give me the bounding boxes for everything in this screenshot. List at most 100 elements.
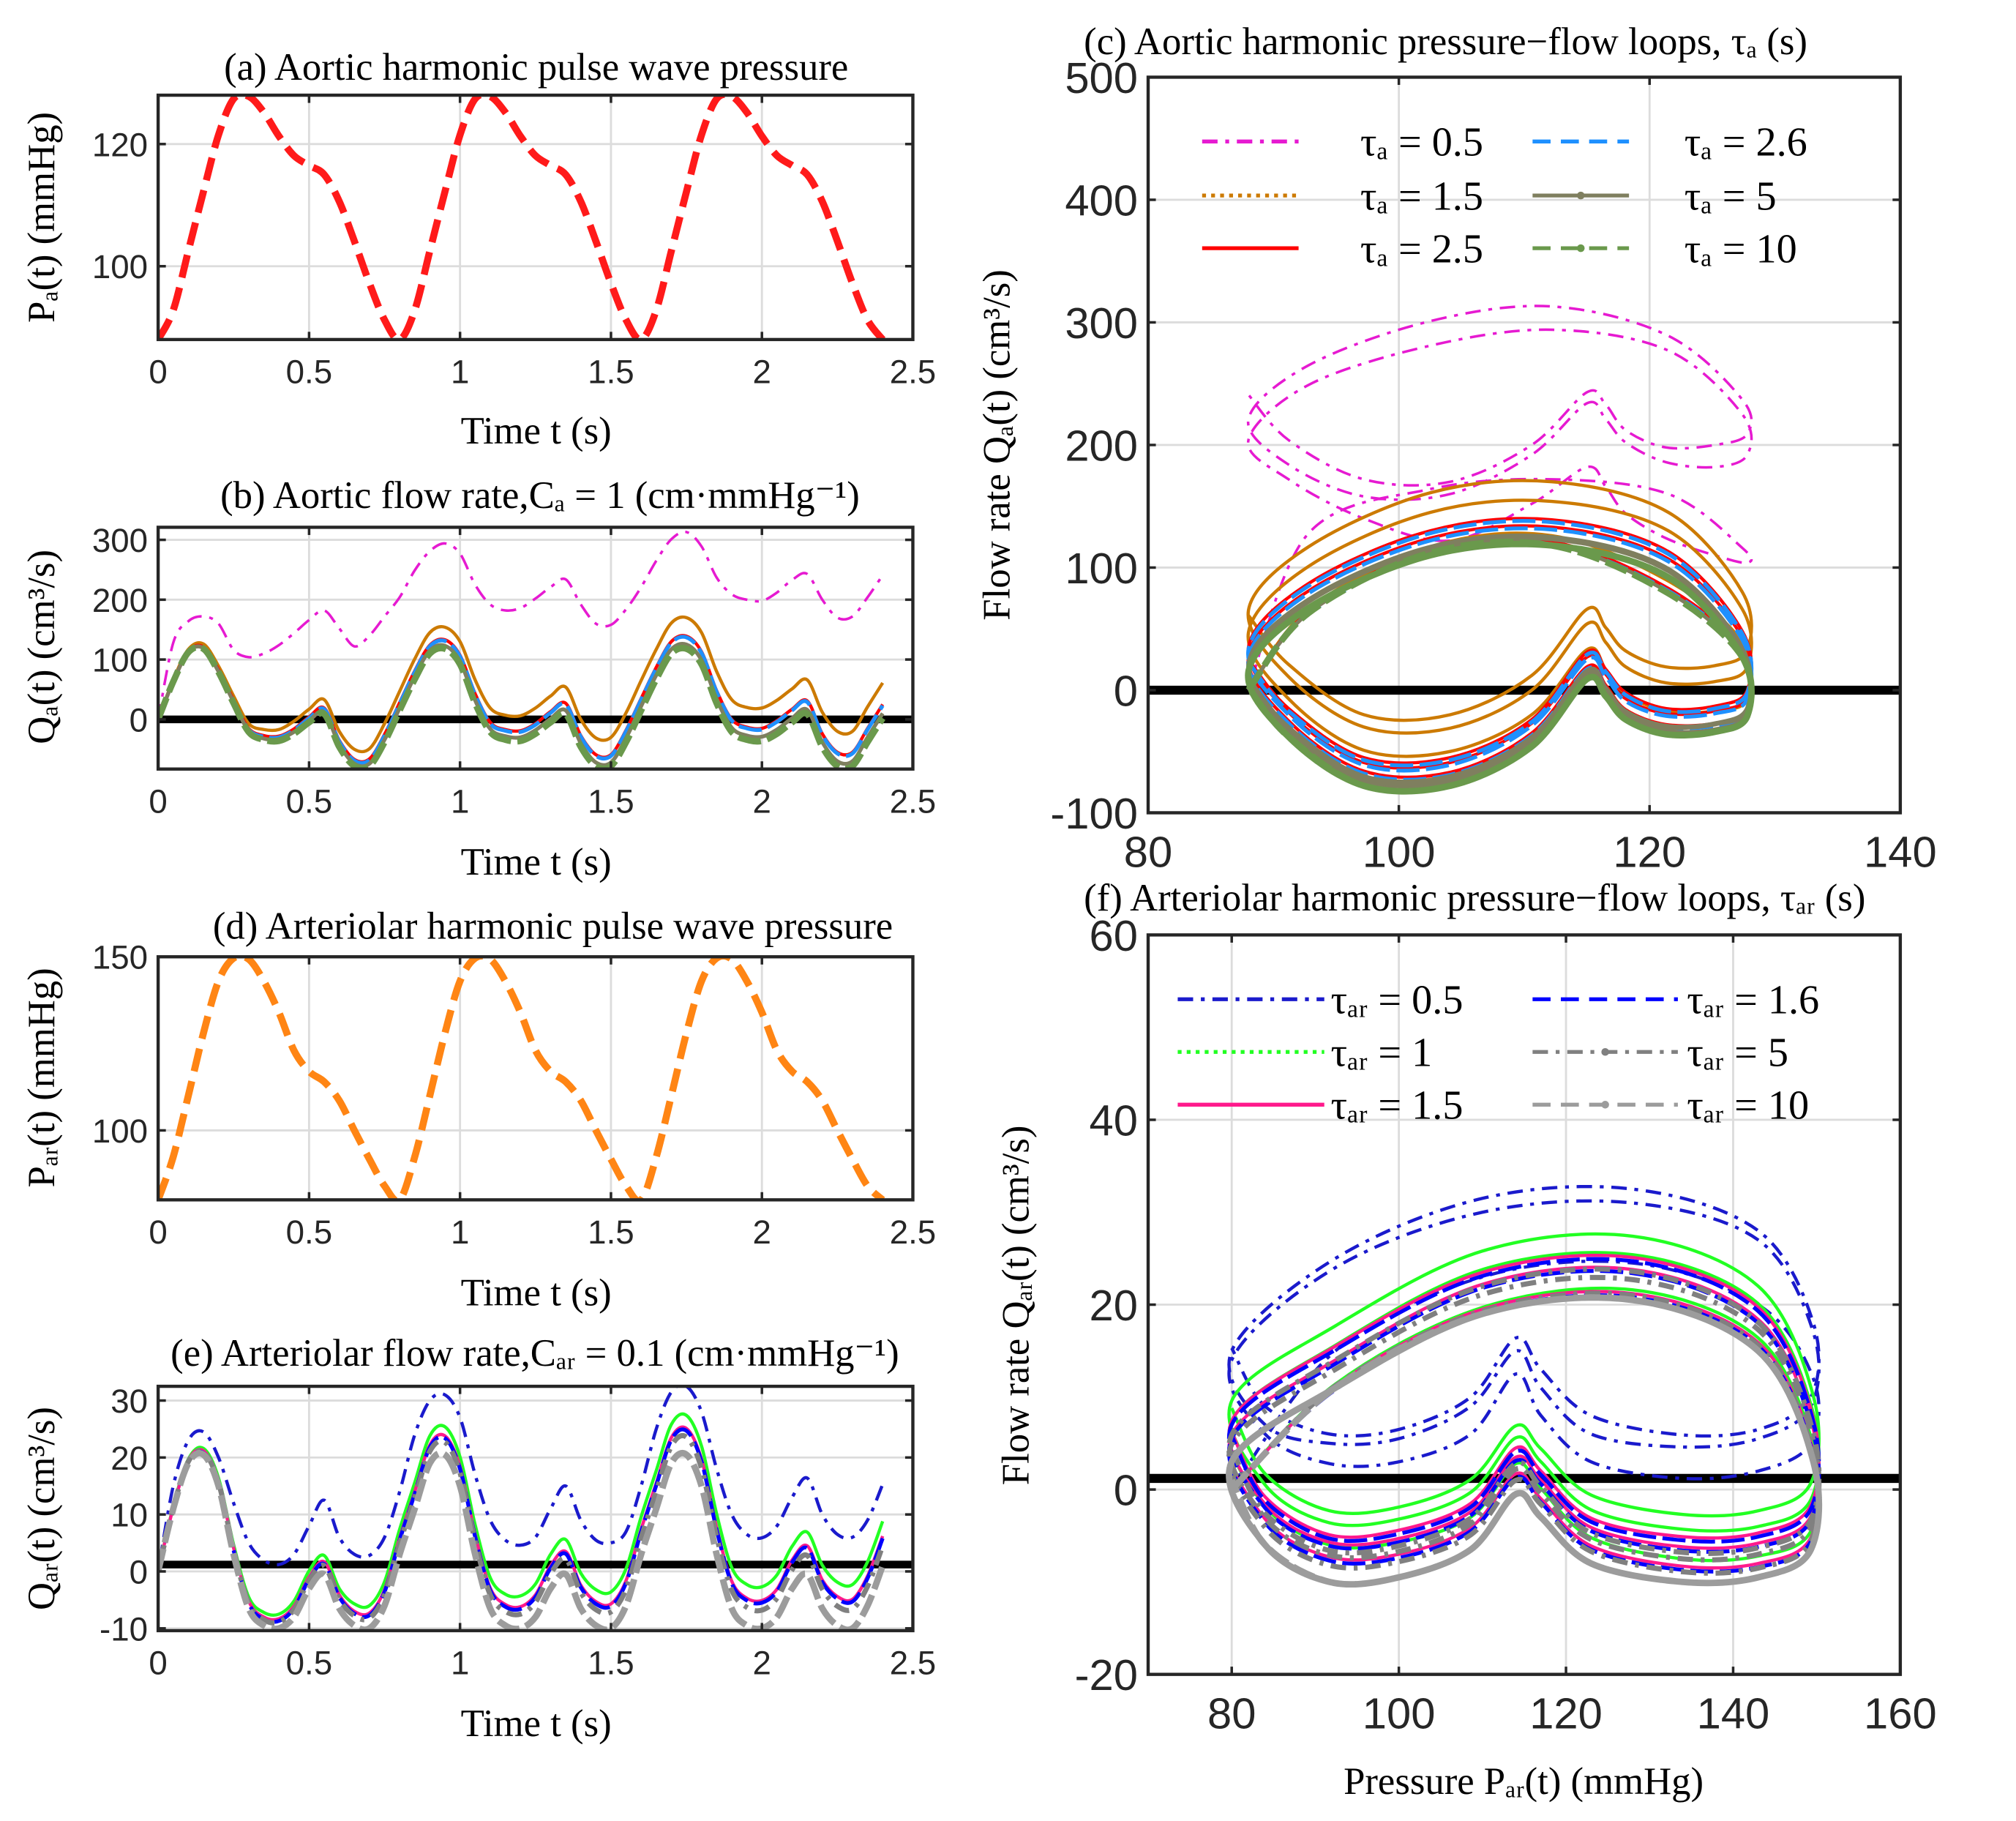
- series-group: [158, 957, 885, 1200]
- x-tick-label: 2: [753, 1214, 771, 1251]
- x-tick-label: 80: [1207, 1689, 1256, 1738]
- x-tick-label: 0.5: [286, 354, 332, 391]
- legend-item: τₐ = 1.5: [1202, 173, 1483, 219]
- series-line-e-4: [158, 1432, 885, 1626]
- x-tick-label: 0: [149, 782, 167, 820]
- loop-f-0: [1227, 1184, 1821, 1491]
- x-axis-label: Time t (s): [461, 1271, 612, 1314]
- chart-title: (c) Aortic harmonic pressure−flow loops,…: [1084, 20, 1807, 63]
- axes-frame: [156, 526, 915, 771]
- x-tick-label: 2: [753, 1645, 771, 1682]
- x-tick-label: 0.5: [286, 1645, 332, 1682]
- y-tick-label: 100: [92, 248, 148, 285]
- y-tick-label: 0: [1114, 1466, 1138, 1515]
- y-tick-label: 500: [1065, 53, 1138, 102]
- y-tick-label: -10: [100, 1610, 148, 1648]
- legend-label: τₐ = 10: [1685, 226, 1797, 272]
- x-tick-label: 2: [753, 354, 771, 391]
- chart-title: (d) Arteriolar harmonic pulse wave press…: [213, 905, 893, 948]
- y-tick-label: 10: [110, 1497, 148, 1534]
- legend-marker: [1601, 1101, 1609, 1109]
- x-tick-label: 1.5: [588, 782, 634, 820]
- panel-a: 0 0.5 1 1.5 2 2.5 100 120 (a) Aortic harmonic pu…: [20, 46, 936, 452]
- x-tick-label: 1: [451, 354, 469, 391]
- panel-d: 0 0.5 1 1.5 2 2.5 100 150 (d) Arteriolar harmoni…: [20, 905, 936, 1315]
- legend-label: τₐ = 2.6: [1685, 120, 1807, 165]
- legend-label: τₐ = 2.5: [1360, 226, 1483, 272]
- legend-label: τₐᵣ = 1.5: [1331, 1083, 1464, 1129]
- axes-frame: [156, 955, 915, 1202]
- y-tick-label: 20: [1090, 1281, 1138, 1330]
- axes-frame: [156, 1384, 915, 1633]
- series-group: [1148, 1184, 1900, 1588]
- series-line-e-5: [158, 1450, 886, 1631]
- series-line-b-5: [158, 643, 885, 769]
- legend-item: τₐ = 10: [1532, 226, 1797, 272]
- y-tick-label: 120: [92, 126, 148, 163]
- legend-item: τₐ = 2.6: [1532, 120, 1807, 165]
- legend-label: τₐᵣ = 5: [1687, 1031, 1788, 1076]
- loop-c-5: [1245, 538, 1755, 795]
- legend-item: τₐᵣ = 1.6: [1532, 978, 1819, 1023]
- legend-marker: [1601, 1048, 1609, 1056]
- x-tick-label: 2: [753, 782, 771, 820]
- loop-c-0: [1247, 304, 1753, 691]
- x-tick-label: 120: [1613, 827, 1686, 876]
- y-axis-label: Pₐᵣ(t) (mmHg): [20, 968, 63, 1187]
- legend-item: τₐ = 2.5: [1202, 226, 1483, 272]
- x-tick-label: 0: [149, 1645, 167, 1682]
- y-tick-label: 0: [1114, 666, 1138, 715]
- legend-label: τₐ = 1.5: [1360, 173, 1483, 219]
- x-tick-label: 1.5: [588, 354, 634, 391]
- y-tick-label: 100: [92, 642, 148, 679]
- y-tick-label: 150: [92, 939, 148, 976]
- x-tick-label: 1: [451, 782, 469, 820]
- x-axis-label: Time t (s): [461, 1702, 612, 1745]
- x-tick-label: 0: [149, 1214, 167, 1251]
- y-tick-label: -20: [1075, 1650, 1138, 1700]
- series-group: [1148, 304, 1900, 795]
- legend-label: τₐᵣ = 1: [1331, 1031, 1433, 1076]
- x-tick-label: 100: [1363, 827, 1436, 876]
- panel-c: 80 100 120 140 -100 0 100 200 300 400 500(c) Aorti…: [975, 20, 1936, 876]
- legend-item: τₐᵣ = 1.5: [1177, 1083, 1463, 1129]
- x-tick-label: 100: [1363, 1689, 1436, 1738]
- x-tick-label: 2.5: [890, 1645, 937, 1682]
- x-tick-label: 2.5: [890, 1214, 937, 1251]
- legend-item: τₐ = 0.5: [1202, 120, 1483, 165]
- series-line-e-1: [158, 1412, 885, 1617]
- x-axis-label: Time t (s): [461, 841, 612, 883]
- series-group: [158, 95, 886, 340]
- legend-label: τₐᵣ = 1.6: [1687, 978, 1819, 1023]
- series-group: [158, 1386, 913, 1631]
- y-tick-label: -100: [1050, 789, 1138, 838]
- series-line-e-2: [158, 1425, 885, 1622]
- legend-item: τₐᵣ = 5: [1532, 1031, 1788, 1076]
- x-tick-label: 1.5: [588, 1214, 634, 1251]
- legend-item: τₐᵣ = 0.5: [1177, 978, 1463, 1023]
- y-tick-label: 0: [130, 701, 148, 739]
- loop-f-2: [1227, 1253, 1821, 1570]
- x-tick-label: 0: [149, 354, 167, 391]
- chart-title: (b) Aortic flow rate,Cₐ = 1 (cm·mmHg⁻¹): [220, 474, 860, 517]
- x-tick-label: 140: [1697, 1689, 1770, 1738]
- plot-area: [158, 957, 913, 1200]
- legend: τₐᵣ = 0.5 τₐᵣ = 1 τₐᵣ = 1.5 τₐᵣ = 1.6 τₐᵣ = …: [1177, 978, 1819, 1129]
- series-line-b-0: [158, 530, 884, 720]
- chart-title: (e) Arteriolar flow rate,Cₐᵣ = 0.1 (cm·m…: [171, 1332, 899, 1375]
- y-axis-label: Pₐ(t) (mmHg): [20, 112, 63, 323]
- legend-marker: [1576, 191, 1585, 200]
- series-line-d-0: [158, 957, 885, 1200]
- y-tick-label: 100: [92, 1113, 148, 1150]
- x-tick-label: 160: [1864, 1689, 1937, 1738]
- y-tick-label: 20: [110, 1440, 148, 1477]
- y-tick-label: 60: [1090, 911, 1138, 960]
- y-tick-label: 200: [92, 582, 148, 619]
- y-tick-label: 0: [130, 1553, 148, 1590]
- y-tick-label: 300: [92, 522, 148, 559]
- legend-item: τₐᵣ = 1: [1177, 1031, 1432, 1076]
- loop-f-5: [1226, 1294, 1823, 1588]
- y-tick-label: 300: [1065, 299, 1138, 348]
